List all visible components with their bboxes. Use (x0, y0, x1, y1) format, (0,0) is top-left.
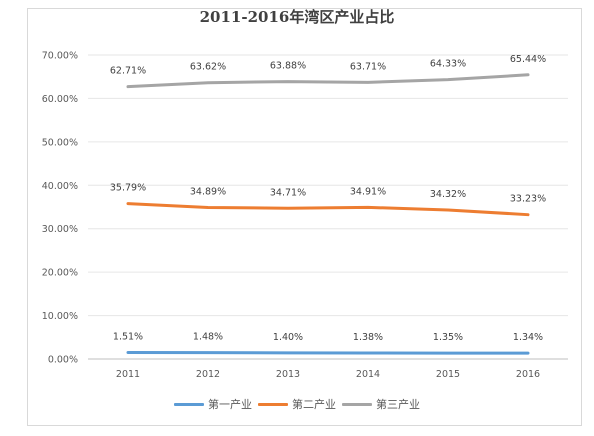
x-tick-label: 2011 (116, 369, 140, 380)
data-label: 34.91% (350, 186, 386, 197)
x-tick-label: 2014 (356, 369, 380, 380)
data-label: 62.71% (110, 66, 146, 77)
y-tick-label: 60.00% (42, 94, 78, 105)
legend-item-2: 第二产业 (258, 396, 336, 412)
legend: 第一产业 第二产业 第三产业 (0, 396, 594, 412)
legend-swatch (174, 402, 204, 406)
legend-label: 第一产业 (208, 398, 252, 411)
y-tick-label: 30.00% (42, 224, 78, 235)
data-label: 34.89% (190, 186, 226, 197)
y-tick-label: 40.00% (42, 181, 78, 192)
data-label: 65.44% (510, 54, 546, 65)
data-label: 1.40% (273, 332, 303, 343)
data-label: 1.51% (113, 331, 143, 342)
data-label: 34.71% (270, 187, 306, 198)
series-line-3 (126, 73, 530, 89)
data-label: 63.88% (270, 61, 306, 72)
data-label: 1.35% (433, 332, 463, 343)
y-tick-label: 0.00% (48, 355, 78, 366)
data-label: 1.38% (353, 332, 383, 343)
x-tick-label: 2013 (276, 369, 300, 380)
data-label: 1.34% (513, 332, 543, 343)
y-tick-label: 50.00% (42, 137, 78, 148)
legend-swatch (342, 402, 372, 406)
legend-swatch (258, 402, 288, 406)
x-tick-label: 2015 (436, 369, 460, 380)
data-label: 1.48% (193, 332, 223, 343)
chart-title: 2011-2016年湾区产业占比 (199, 8, 395, 26)
data-labels: 1.51% 1.48% 1.40% 1.38% 1.35% 1.34% 35.79% 34.8… (110, 54, 546, 343)
series-line-1 (126, 350, 530, 355)
data-label: 33.23% (510, 194, 546, 205)
y-tick-label: 20.00% (42, 268, 78, 279)
data-label: 35.79% (110, 183, 146, 194)
x-axis-ticks: 2011 2012 2013 2014 2015 2016 (116, 369, 540, 380)
y-axis-ticks: 0.00% 10.00% 20.00% 30.00% 40.00% 50.00% 60.00… (42, 51, 78, 366)
x-tick-label: 2016 (516, 369, 540, 380)
legend-label: 第三产业 (376, 398, 420, 411)
legend-label: 第二产业 (292, 398, 336, 411)
data-label: 63.71% (350, 61, 386, 72)
legend-item-3: 第三产业 (342, 396, 420, 412)
x-tick-label: 2012 (196, 369, 220, 380)
gridlines (88, 54, 568, 360)
series-line-2 (126, 202, 530, 217)
y-tick-label: 10.00% (42, 311, 78, 322)
data-label: 63.62% (190, 62, 226, 73)
y-tick-label: 70.00% (42, 51, 78, 62)
data-label: 64.33% (430, 59, 466, 70)
series-lines (126, 73, 530, 355)
data-label: 34.32% (430, 189, 466, 200)
legend-item-1: 第一产业 (174, 396, 252, 412)
